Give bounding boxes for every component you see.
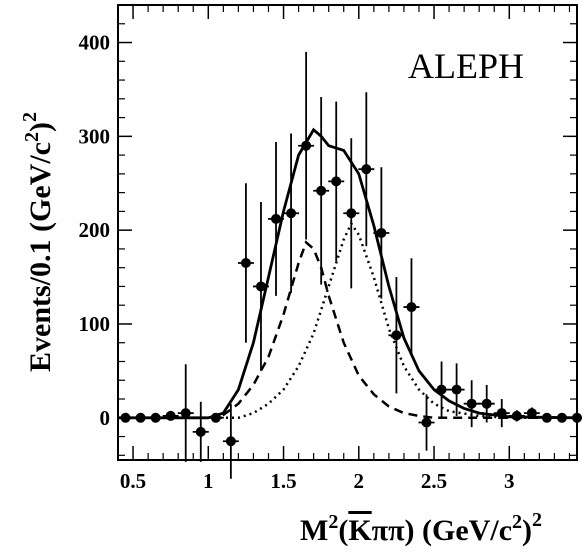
curve-dashed bbox=[118, 240, 577, 420]
x-label-m: M bbox=[300, 514, 328, 547]
x-tick-label: 3 bbox=[504, 469, 515, 493]
x-label-unit-sq: 2 bbox=[512, 511, 522, 533]
points-layer bbox=[117, 51, 582, 479]
curve-dotted bbox=[118, 221, 577, 420]
data-point bbox=[572, 412, 582, 423]
x-axis-label: M2(Kππ) (GeV/c2)2 bbox=[300, 509, 542, 547]
data-point bbox=[180, 408, 191, 419]
x-tick-label: 2.5 bbox=[421, 469, 447, 493]
y-tick-label: 300 bbox=[79, 124, 111, 148]
y-label-sq: 2 bbox=[21, 132, 43, 142]
data-point bbox=[150, 412, 161, 423]
data-point bbox=[391, 330, 402, 341]
data-point bbox=[255, 281, 266, 292]
x-label-open: ( bbox=[338, 514, 348, 547]
y-tick-label: 100 bbox=[79, 312, 111, 336]
data-point bbox=[301, 140, 312, 151]
data-point bbox=[451, 384, 462, 395]
y-tick-label: 400 bbox=[79, 31, 111, 55]
data-point bbox=[526, 408, 537, 419]
data-point bbox=[271, 213, 282, 224]
plot-frame bbox=[117, 4, 578, 461]
data-point bbox=[331, 176, 342, 187]
x-label-sq: 2 bbox=[328, 511, 338, 533]
x-label-unit: (GeV/c bbox=[415, 514, 512, 547]
data-point bbox=[316, 185, 327, 196]
data-point bbox=[361, 164, 372, 175]
x-tick-label: 1.5 bbox=[270, 469, 296, 493]
experiment-annotation: ALEPH bbox=[408, 46, 524, 86]
data-point bbox=[466, 398, 477, 409]
data-point bbox=[286, 208, 297, 219]
data-point bbox=[556, 412, 567, 423]
y-tick-label: 0 bbox=[100, 406, 111, 430]
x-label-k: K bbox=[348, 514, 372, 547]
curve-solid bbox=[118, 127, 578, 420]
data-point bbox=[225, 436, 236, 447]
data-point bbox=[376, 227, 387, 238]
data-point bbox=[421, 417, 432, 428]
x-label-unit-close: ) bbox=[522, 514, 532, 547]
plot-border bbox=[117, 4, 578, 461]
y-axis-label: Events/0.1 (GeV/c2)2 bbox=[19, 112, 57, 372]
y-tick-label: 200 bbox=[79, 218, 111, 242]
data-point bbox=[210, 412, 221, 423]
data-point bbox=[135, 412, 146, 423]
x-label-close: ) bbox=[405, 514, 415, 547]
x-tick-label: 2 bbox=[354, 469, 365, 493]
data-point bbox=[436, 384, 447, 395]
data-point bbox=[541, 412, 552, 423]
x-tick-label: 0.5 bbox=[120, 469, 146, 493]
ticks-layer: 0.5 1 1.5 2 2.5 3 0 100 200 300 400 bbox=[79, 4, 577, 493]
curves-layer bbox=[118, 127, 578, 420]
y-label-main: Events/0.1 (GeV/c bbox=[24, 142, 57, 372]
data-point bbox=[346, 208, 357, 219]
x-label-pipi: ππ bbox=[372, 514, 405, 547]
y-label-close: ) bbox=[24, 122, 57, 132]
data-point bbox=[496, 408, 507, 419]
data-point bbox=[511, 410, 522, 421]
data-point bbox=[195, 426, 206, 437]
y-label-outer-sq: 2 bbox=[19, 112, 41, 122]
data-point bbox=[406, 302, 417, 313]
data-point bbox=[120, 412, 131, 423]
data-point bbox=[240, 257, 251, 268]
data-point bbox=[481, 398, 492, 409]
x-tick-label: 1 bbox=[203, 469, 214, 493]
x-label-outer-sq: 2 bbox=[532, 509, 542, 531]
data-point bbox=[165, 410, 176, 421]
